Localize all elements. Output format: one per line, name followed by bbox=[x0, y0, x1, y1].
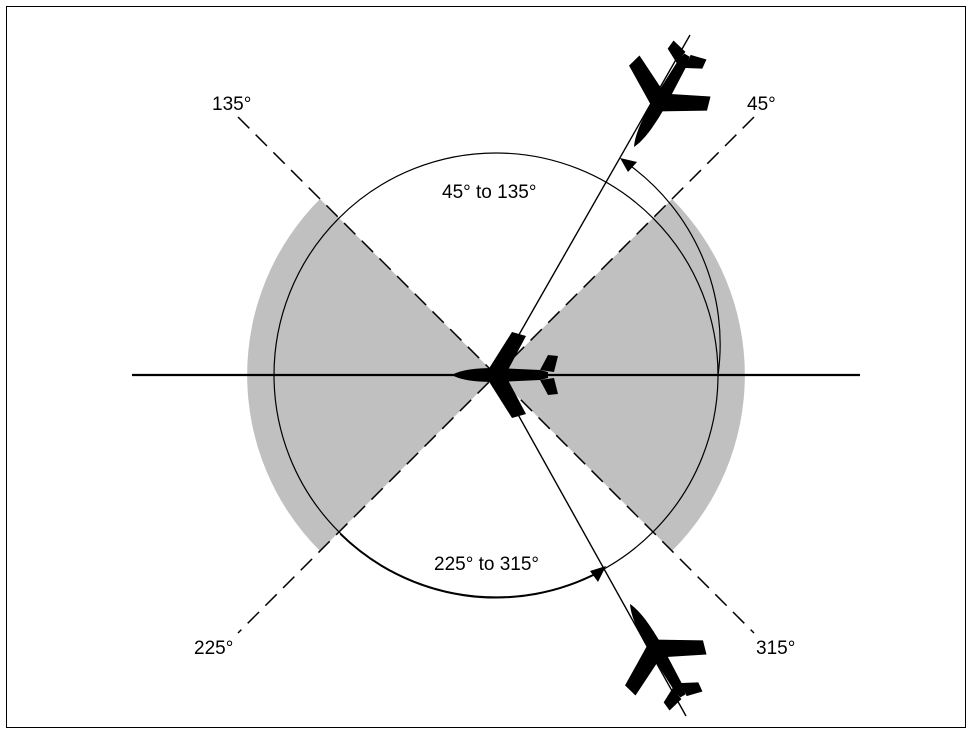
label-45-deg: 45° bbox=[747, 94, 776, 115]
aircraft-upper-icon bbox=[629, 40, 711, 147]
arrowhead-upper bbox=[620, 158, 637, 172]
label-range-upper: 45° to 135° bbox=[442, 182, 536, 203]
label-225-deg: 225° bbox=[194, 638, 233, 659]
arc-arrow-upper bbox=[627, 163, 721, 376]
label-135-deg: 135° bbox=[212, 94, 251, 115]
label-range-lower: 225° to 315° bbox=[434, 554, 539, 575]
label-315-deg: 315° bbox=[756, 638, 795, 659]
arrowhead-lower bbox=[590, 566, 606, 582]
arc-arrow-lower bbox=[339, 533, 601, 599]
diagram-frame bbox=[6, 6, 966, 728]
aircraft-lower-icon bbox=[625, 604, 707, 711]
aircraft-center-icon bbox=[452, 332, 558, 418]
